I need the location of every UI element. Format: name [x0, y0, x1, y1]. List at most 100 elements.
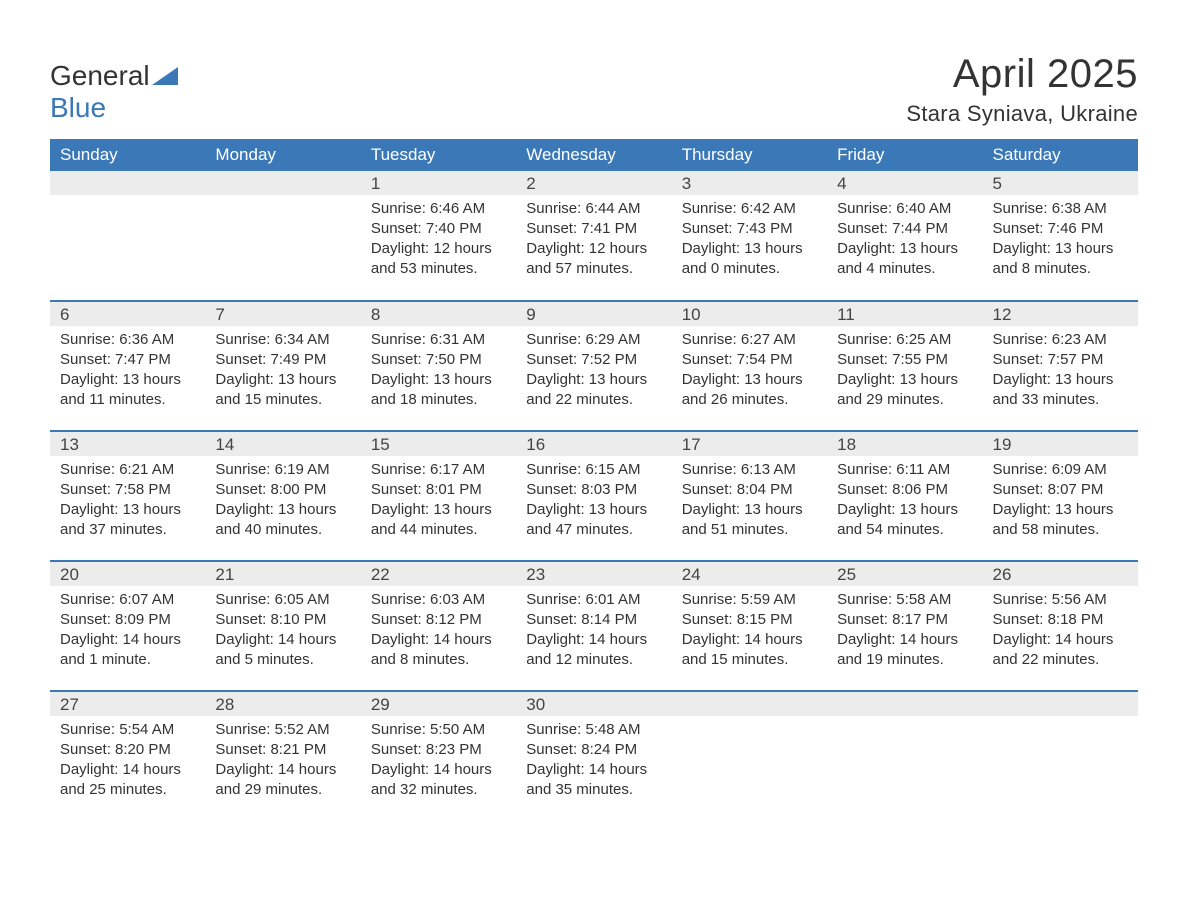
daylight-line: Daylight: 13 hours and 54 minutes.	[837, 500, 972, 540]
day-body: Sunrise: 6:31 AMSunset: 7:50 PMDaylight:…	[361, 326, 516, 418]
day-body: Sunrise: 6:36 AMSunset: 7:47 PMDaylight:…	[50, 326, 205, 418]
day-body	[672, 716, 827, 728]
day-body: Sunrise: 6:38 AMSunset: 7:46 PMDaylight:…	[983, 195, 1138, 287]
calendar-day-cell: 17Sunrise: 6:13 AMSunset: 8:04 PMDayligh…	[672, 431, 827, 561]
sunset-line: Sunset: 7:50 PM	[371, 350, 506, 370]
day-body: Sunrise: 6:05 AMSunset: 8:10 PMDaylight:…	[205, 586, 360, 678]
day-number: 17	[672, 432, 827, 456]
sunrise-line: Sunrise: 5:52 AM	[215, 720, 350, 740]
sunset-line: Sunset: 7:46 PM	[993, 219, 1128, 239]
daylight-line: Daylight: 13 hours and 11 minutes.	[60, 370, 195, 410]
day-number: 21	[205, 562, 360, 586]
day-body: Sunrise: 6:09 AMSunset: 8:07 PMDaylight:…	[983, 456, 1138, 548]
day-body: Sunrise: 6:40 AMSunset: 7:44 PMDaylight:…	[827, 195, 982, 287]
day-body: Sunrise: 6:21 AMSunset: 7:58 PMDaylight:…	[50, 456, 205, 548]
sunset-line: Sunset: 7:49 PM	[215, 350, 350, 370]
calendar-day-cell: 29Sunrise: 5:50 AMSunset: 8:23 PMDayligh…	[361, 691, 516, 821]
sunrise-line: Sunrise: 6:29 AM	[526, 330, 661, 350]
weekday-header: Sunday	[50, 139, 205, 171]
daylight-line: Daylight: 13 hours and 8 minutes.	[993, 239, 1128, 279]
calendar-day-cell: 14Sunrise: 6:19 AMSunset: 8:00 PMDayligh…	[205, 431, 360, 561]
title-block: April 2025 Stara Syniava, Ukraine	[906, 52, 1138, 127]
day-number: 24	[672, 562, 827, 586]
sunrise-line: Sunrise: 6:15 AM	[526, 460, 661, 480]
sunset-line: Sunset: 8:20 PM	[60, 740, 195, 760]
day-number: 26	[983, 562, 1138, 586]
day-number: 29	[361, 692, 516, 716]
calendar-week-row: 6Sunrise: 6:36 AMSunset: 7:47 PMDaylight…	[50, 301, 1138, 431]
sunset-line: Sunset: 8:06 PM	[837, 480, 972, 500]
calendar-day-cell: 16Sunrise: 6:15 AMSunset: 8:03 PMDayligh…	[516, 431, 671, 561]
sunrise-line: Sunrise: 6:31 AM	[371, 330, 506, 350]
sunrise-line: Sunrise: 6:42 AM	[682, 199, 817, 219]
calendar-day-cell: 15Sunrise: 6:17 AMSunset: 8:01 PMDayligh…	[361, 431, 516, 561]
page-header: General Blue April 2025 Stara Syniava, U…	[50, 52, 1138, 127]
daylight-line: Daylight: 14 hours and 12 minutes.	[526, 630, 661, 670]
day-number: 5	[983, 171, 1138, 195]
day-body: Sunrise: 5:58 AMSunset: 8:17 PMDaylight:…	[827, 586, 982, 678]
day-number: 16	[516, 432, 671, 456]
calendar-body: 1Sunrise: 6:46 AMSunset: 7:40 PMDaylight…	[50, 171, 1138, 821]
calendar-day-cell	[205, 171, 360, 301]
calendar-day-cell	[50, 171, 205, 301]
day-body: Sunrise: 6:03 AMSunset: 8:12 PMDaylight:…	[361, 586, 516, 678]
sunset-line: Sunset: 8:03 PM	[526, 480, 661, 500]
day-body: Sunrise: 6:23 AMSunset: 7:57 PMDaylight:…	[983, 326, 1138, 418]
sunrise-line: Sunrise: 5:50 AM	[371, 720, 506, 740]
sunset-line: Sunset: 8:10 PM	[215, 610, 350, 630]
location-subtitle: Stara Syniava, Ukraine	[906, 101, 1138, 127]
day-body: Sunrise: 5:50 AMSunset: 8:23 PMDaylight:…	[361, 716, 516, 808]
sunrise-line: Sunrise: 6:09 AM	[993, 460, 1128, 480]
sunset-line: Sunset: 8:00 PM	[215, 480, 350, 500]
calendar-day-cell: 13Sunrise: 6:21 AMSunset: 7:58 PMDayligh…	[50, 431, 205, 561]
brand-logo: General Blue	[50, 52, 178, 124]
sunset-line: Sunset: 7:52 PM	[526, 350, 661, 370]
sunset-line: Sunset: 8:21 PM	[215, 740, 350, 760]
daylight-line: Daylight: 13 hours and 26 minutes.	[682, 370, 817, 410]
sunset-line: Sunset: 7:40 PM	[371, 219, 506, 239]
calendar-day-cell: 7Sunrise: 6:34 AMSunset: 7:49 PMDaylight…	[205, 301, 360, 431]
day-number: 25	[827, 562, 982, 586]
daylight-line: Daylight: 14 hours and 8 minutes.	[371, 630, 506, 670]
sunrise-line: Sunrise: 6:36 AM	[60, 330, 195, 350]
sunset-line: Sunset: 7:54 PM	[682, 350, 817, 370]
weekday-header: Tuesday	[361, 139, 516, 171]
daylight-line: Daylight: 13 hours and 18 minutes.	[371, 370, 506, 410]
day-number: 4	[827, 171, 982, 195]
day-number: 22	[361, 562, 516, 586]
sunset-line: Sunset: 7:43 PM	[682, 219, 817, 239]
calendar-day-cell: 20Sunrise: 6:07 AMSunset: 8:09 PMDayligh…	[50, 561, 205, 691]
calendar-day-cell	[983, 691, 1138, 821]
sunrise-line: Sunrise: 6:07 AM	[60, 590, 195, 610]
daylight-line: Daylight: 13 hours and 37 minutes.	[60, 500, 195, 540]
day-number: 12	[983, 302, 1138, 326]
calendar-day-cell: 8Sunrise: 6:31 AMSunset: 7:50 PMDaylight…	[361, 301, 516, 431]
sunset-line: Sunset: 8:14 PM	[526, 610, 661, 630]
day-body	[50, 195, 205, 207]
day-body: Sunrise: 5:56 AMSunset: 8:18 PMDaylight:…	[983, 586, 1138, 678]
day-number: 2	[516, 171, 671, 195]
calendar-day-cell: 30Sunrise: 5:48 AMSunset: 8:24 PMDayligh…	[516, 691, 671, 821]
weekday-header: Friday	[827, 139, 982, 171]
calendar-day-cell	[672, 691, 827, 821]
day-body: Sunrise: 6:07 AMSunset: 8:09 PMDaylight:…	[50, 586, 205, 678]
sunset-line: Sunset: 7:55 PM	[837, 350, 972, 370]
day-number: 19	[983, 432, 1138, 456]
calendar-day-cell: 2Sunrise: 6:44 AMSunset: 7:41 PMDaylight…	[516, 171, 671, 301]
weekday-header-row: Sunday Monday Tuesday Wednesday Thursday…	[50, 139, 1138, 171]
calendar-day-cell: 25Sunrise: 5:58 AMSunset: 8:17 PMDayligh…	[827, 561, 982, 691]
sunset-line: Sunset: 8:01 PM	[371, 480, 506, 500]
calendar-day-cell: 28Sunrise: 5:52 AMSunset: 8:21 PMDayligh…	[205, 691, 360, 821]
day-number	[672, 692, 827, 716]
day-number: 27	[50, 692, 205, 716]
sunrise-line: Sunrise: 5:54 AM	[60, 720, 195, 740]
calendar-week-row: 1Sunrise: 6:46 AMSunset: 7:40 PMDaylight…	[50, 171, 1138, 301]
day-body	[205, 195, 360, 207]
month-title: April 2025	[906, 52, 1138, 97]
daylight-line: Daylight: 13 hours and 29 minutes.	[837, 370, 972, 410]
weekday-header: Saturday	[983, 139, 1138, 171]
weekday-header: Monday	[205, 139, 360, 171]
day-body: Sunrise: 6:01 AMSunset: 8:14 PMDaylight:…	[516, 586, 671, 678]
calendar-day-cell: 6Sunrise: 6:36 AMSunset: 7:47 PMDaylight…	[50, 301, 205, 431]
day-number: 30	[516, 692, 671, 716]
